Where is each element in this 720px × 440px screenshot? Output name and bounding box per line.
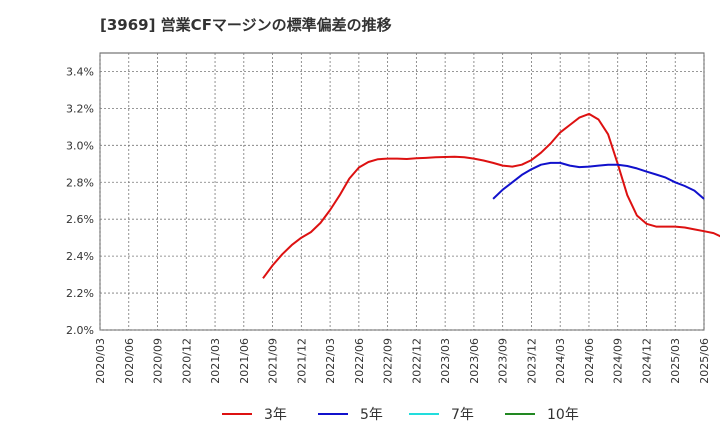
y-tick-label: 2.4%: [66, 250, 94, 263]
x-tick-label: 2020/03: [94, 338, 107, 384]
x-tick-label: 2024/12: [640, 338, 653, 384]
y-tick-label: 2.6%: [66, 213, 94, 226]
x-tick-label: 2021/06: [238, 338, 251, 384]
y-axis-ticks: 2.0% 2.2% 2.4% 2.6% 2.8% 3.0% 3.2% 3.4%: [66, 65, 94, 337]
x-tick-label: 2023/03: [439, 338, 452, 384]
y-tick-label: 2.0%: [66, 324, 94, 337]
legend-label-1: 5年: [360, 407, 383, 423]
series-line-0: [262, 112, 720, 279]
x-tick-label: 2025/06: [698, 338, 711, 384]
x-tick-label: 2022/06: [353, 338, 366, 384]
x-tick-label: 2020/12: [180, 338, 193, 384]
x-tick-label: 2024/09: [612, 338, 625, 384]
x-tick-label: 2022/03: [324, 338, 337, 384]
x-tick-label: 2021/12: [295, 338, 308, 384]
legend-label-2: 7年: [451, 407, 474, 423]
x-tick-label: 2020/06: [123, 338, 136, 384]
x-tick-label: 2021/03: [209, 338, 222, 384]
legend: 3年 5年 7年 10年: [222, 407, 579, 423]
y-tick-label: 3.4%: [66, 65, 94, 78]
plot-area: [99, 52, 705, 331]
x-axis-ticks: 2020/03 2020/06 2020/09 2020/12 2021/03 2021/…: [94, 338, 711, 384]
x-tick-label: 2024/06: [583, 338, 596, 384]
x-tick-label: 2024/03: [554, 338, 567, 384]
series-line-1: [492, 161, 705, 200]
x-tick-label: 2023/09: [497, 338, 510, 384]
series-lines: [262, 112, 720, 279]
x-tick-label: 2022/12: [410, 338, 423, 384]
y-tick-label: 2.2%: [66, 287, 94, 300]
y-tick-label: 3.2%: [66, 102, 94, 115]
y-tick-label: 2.8%: [66, 176, 94, 189]
chart-title: [3969] 営業CFマージンの標準偏差の推移: [100, 16, 392, 34]
x-tick-label: 2023/06: [468, 338, 481, 384]
x-tick-label: 2020/09: [152, 338, 165, 384]
grid-lines: [99, 53, 705, 331]
legend-label-3: 10年: [547, 407, 579, 423]
x-tick-label: 2021/09: [267, 338, 280, 384]
x-tick-label: 2025/03: [669, 338, 682, 384]
y-tick-label: 3.0%: [66, 139, 94, 152]
x-tick-label: 2022/09: [382, 338, 395, 384]
x-tick-label: 2023/12: [525, 338, 538, 384]
legend-label-0: 3年: [264, 407, 287, 423]
